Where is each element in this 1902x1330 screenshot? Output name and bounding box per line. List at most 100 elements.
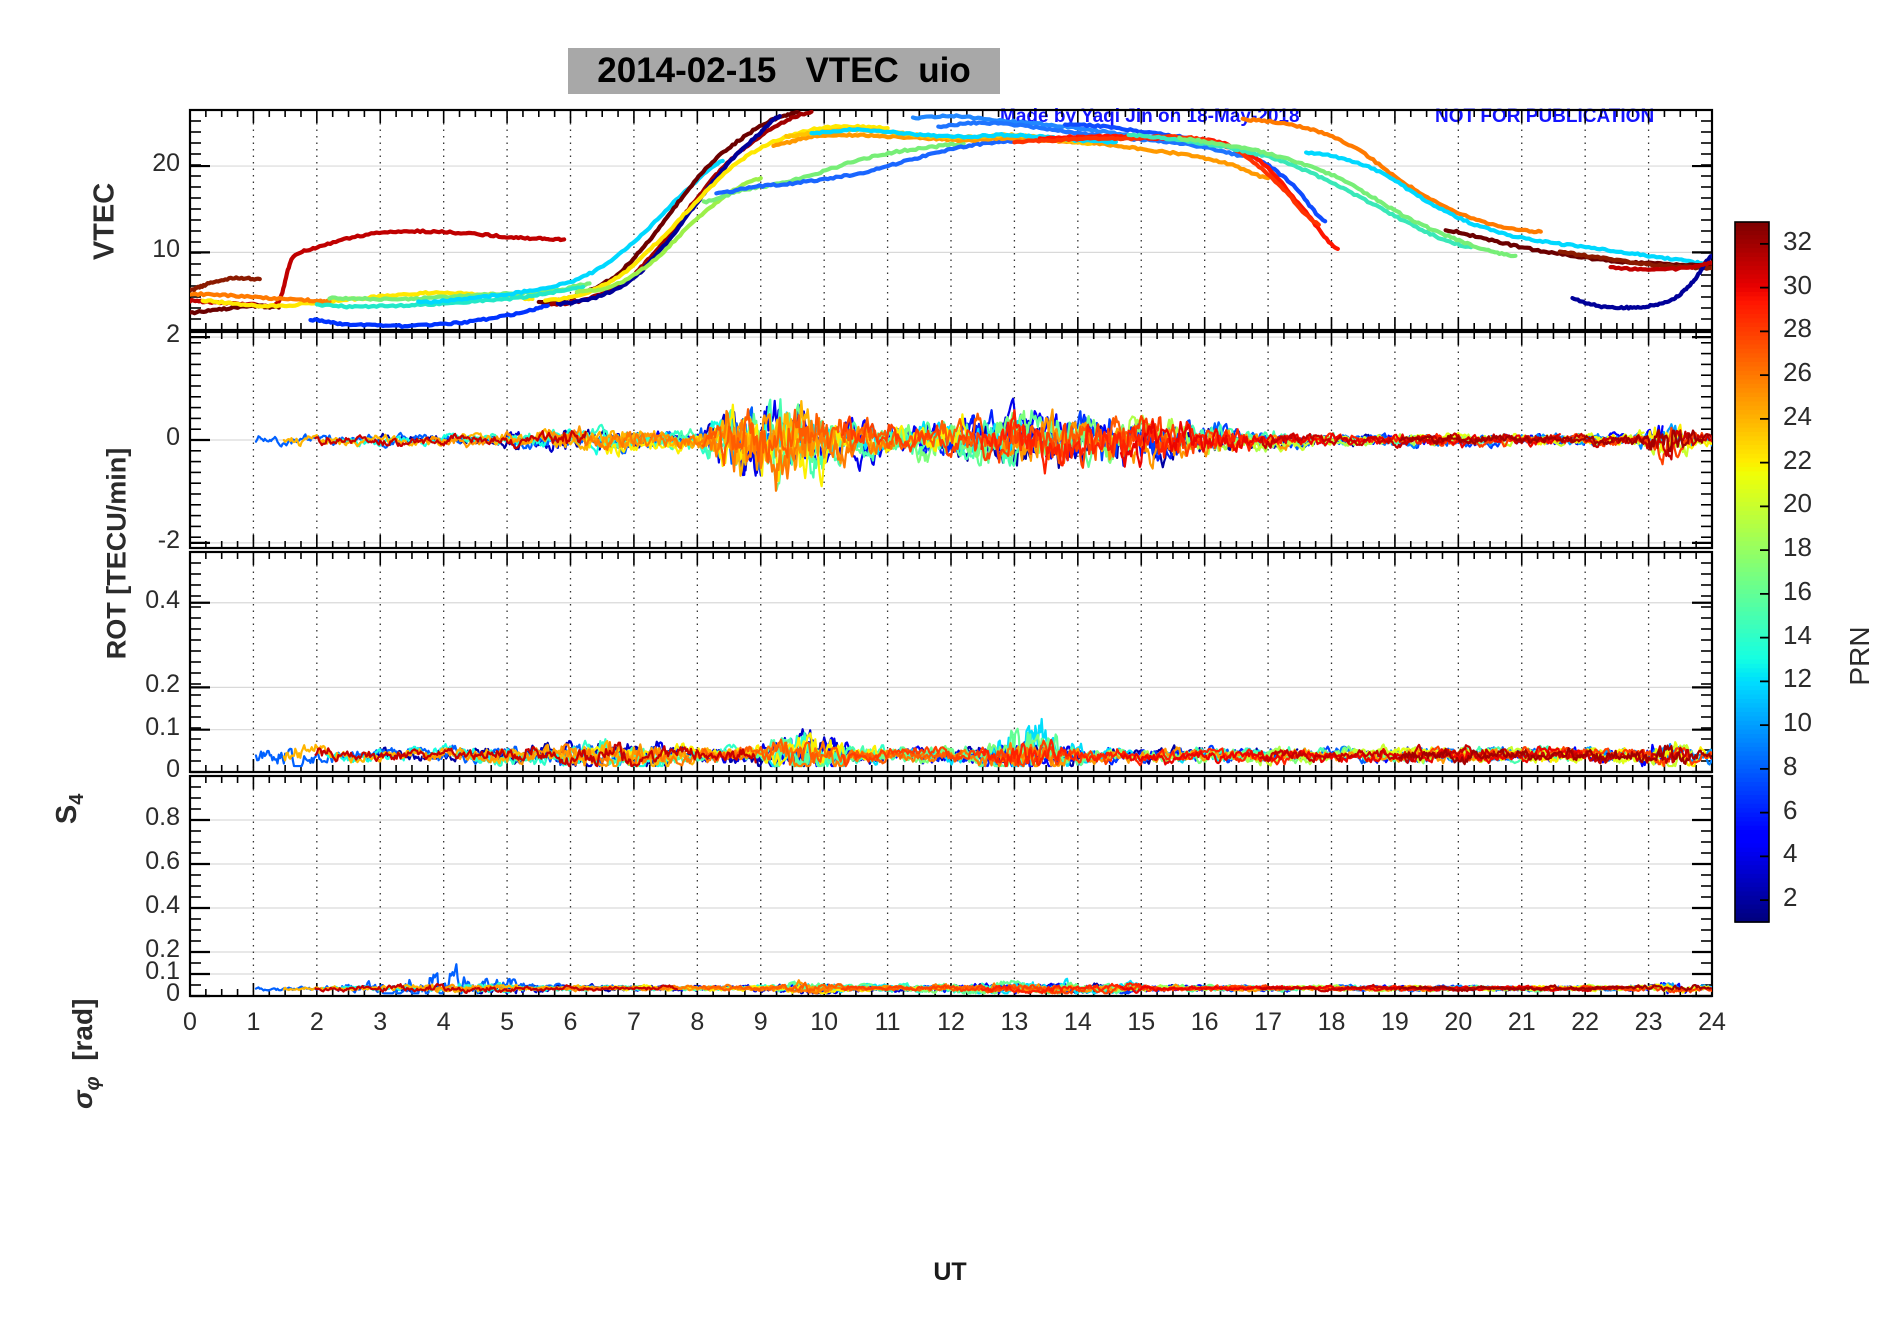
s4-trace-prn-26 <box>561 740 1063 768</box>
x-tick-21: 21 <box>1507 1008 1536 1036</box>
s4-trace-prn-28 <box>840 739 1114 768</box>
y-tick-sigma_phi-0p4: 0.4 <box>145 891 180 919</box>
x-tick-5: 5 <box>500 1008 515 1036</box>
vtec-trace-prn-31 <box>190 275 262 293</box>
x-tick-2: 2 <box>309 1008 324 1036</box>
x-tick-24: 24 <box>1698 1008 1726 1036</box>
colorbar-tick-14: 14 <box>1783 619 1812 650</box>
y-tick-rot-neg2: -2 <box>157 525 180 554</box>
colorbar[interactable] <box>1734 221 1770 923</box>
y-tick-s4-0p1: 0.1 <box>145 712 180 741</box>
x-tick-7: 7 <box>626 1008 641 1036</box>
sigma-phi-trace-prn-32 <box>1398 984 1712 993</box>
colorbar-tick-28: 28 <box>1783 313 1812 344</box>
x-tick-14: 14 <box>1063 1008 1092 1036</box>
y-tick-rot-0: 0 <box>166 423 180 451</box>
colorbar-tick-8: 8 <box>1783 750 1798 781</box>
colorbar-tick-18: 18 <box>1783 532 1812 563</box>
y-tick-rot-2: 2 <box>166 320 180 349</box>
y-tick-sigma_phi-0p1: 0.1 <box>145 957 180 985</box>
rot-trace-prn-32 <box>1398 429 1712 453</box>
x-tick-18: 18 <box>1317 1008 1346 1036</box>
colorbar-tick-22: 22 <box>1783 444 1812 475</box>
s4-trace-prn-31 <box>314 741 757 768</box>
vtec-trace-prn-16 <box>327 281 592 302</box>
y-tick-sigma_phi-0: 0 <box>166 979 180 1007</box>
x-tick-13: 13 <box>1000 1008 1029 1036</box>
vtec-trace-prn-24 <box>771 132 1271 181</box>
y-tick-s4-0p2: 0.2 <box>145 670 180 699</box>
rot-trace-prn-29 <box>980 409 1452 475</box>
rot-trace-prn-31 <box>314 430 587 450</box>
axis-label-vtec: VTEC <box>88 182 121 261</box>
x-tick-0: 0 <box>183 1008 197 1036</box>
x-tick-12: 12 <box>937 1008 965 1036</box>
rot-trace-prn-26 <box>561 409 896 492</box>
vtec-trace-prn-14 <box>314 284 586 310</box>
s4-trace-prn-32 <box>1398 744 1712 766</box>
-rad--series-group <box>254 963 1712 995</box>
x-tick-1: 1 <box>246 1008 261 1036</box>
axis-label-s4: S4 <box>51 793 88 825</box>
s4-series-group <box>254 717 1712 768</box>
x-tick-8: 8 <box>690 1008 705 1036</box>
vtec-trace-prn-2 <box>1570 253 1712 311</box>
page-title: 2014-02-15 VTEC uio <box>597 51 971 90</box>
y-tick-vtec-20: 20 <box>152 149 180 178</box>
colorbar-tick-20: 20 <box>1783 488 1812 519</box>
vtec-trace-prn-16 <box>701 141 966 205</box>
x-tick-15: 15 <box>1127 1008 1156 1036</box>
vtec-trace-prn-12 <box>416 158 725 305</box>
vtec-trace-prn-2 <box>555 113 782 307</box>
x-tick-3: 3 <box>373 1008 388 1036</box>
x-tick-6: 6 <box>563 1008 578 1036</box>
axis-label-ut: UT <box>933 1258 967 1286</box>
s4-trace-prn-27 <box>701 738 963 766</box>
s4-trace-prn-22 <box>1525 746 1712 768</box>
x-tick-19: 19 <box>1381 1008 1409 1036</box>
title-background-band <box>568 48 1000 94</box>
colorbar-tick-32: 32 <box>1783 225 1812 256</box>
vtec-trace-prn-20 <box>543 123 890 303</box>
vtec-trace-prn-29 <box>1608 260 1712 272</box>
rot-trace-prn-15 <box>601 398 1023 479</box>
colorbar-tick-4: 4 <box>1783 838 1798 869</box>
y-tick-sigma_phi-0p2: 0.2 <box>145 935 180 963</box>
rot-trace-prn-17 <box>880 409 1143 464</box>
y-tick-sigma_phi-0p6: 0.6 <box>145 847 180 875</box>
colorbar-tick-16: 16 <box>1783 575 1812 606</box>
vtec-trace-prn-3 <box>308 300 560 329</box>
vtec-trace-prn-12 <box>1304 150 1712 267</box>
x-tick-10: 10 <box>810 1008 839 1036</box>
colorbar-tick-26: 26 <box>1783 357 1812 388</box>
x-tick-17: 17 <box>1254 1008 1282 1036</box>
vtec-trace-prn-16 <box>1177 135 1518 259</box>
s4-trace-prn-25 <box>422 743 690 768</box>
x-tick-20: 20 <box>1444 1008 1473 1036</box>
vtec-trace-prn-25 <box>1240 116 1543 235</box>
y-tick-s4-0p4: 0.4 <box>145 585 180 614</box>
rot-trace-prn-25 <box>422 413 875 475</box>
x-tick-9: 9 <box>753 1008 768 1036</box>
sigma-phi-trace-prn-31 <box>314 982 679 995</box>
vtec-trace-prn-27 <box>1012 133 1321 227</box>
rot-tecu-min--series-group <box>254 397 1712 492</box>
vtec-series-group <box>190 110 1712 329</box>
x-tick-4: 4 <box>436 1008 451 1036</box>
y-tick-sigma_phi-0p8: 0.8 <box>145 803 180 831</box>
colorbar-tick-24: 24 <box>1783 400 1812 431</box>
x-tick-11: 11 <box>874 1008 901 1036</box>
vtec-trace-prn-25 <box>190 291 332 304</box>
x-tick-22: 22 <box>1571 1008 1600 1036</box>
x-tick-16: 16 <box>1190 1008 1219 1036</box>
x-tick-23: 23 <box>1634 1008 1663 1036</box>
vtec-trace-prn-6 <box>714 138 1017 196</box>
panel-s4 <box>188 550 1714 774</box>
colorbar-label: PRN <box>1844 626 1875 686</box>
colorbar-tick-2: 2 <box>1783 882 1798 913</box>
colorbar-tick-30: 30 <box>1783 269 1812 300</box>
colorbar-tick-6: 6 <box>1783 794 1798 825</box>
colorbar-tick-10: 10 <box>1783 707 1812 738</box>
